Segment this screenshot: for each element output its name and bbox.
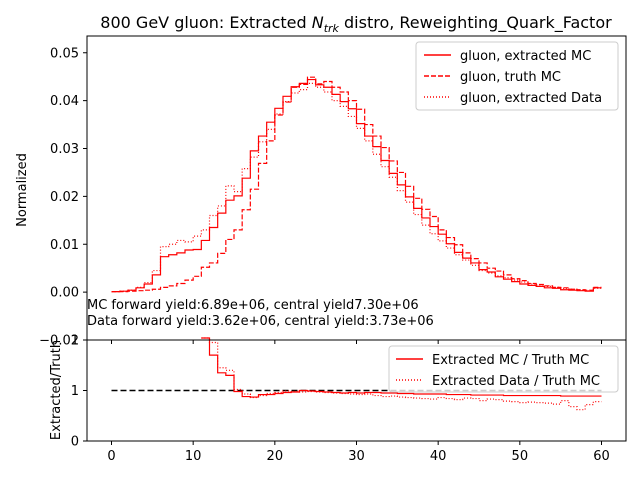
ratio-y-axis-label: Extracted/Truth [49, 340, 64, 440]
ratio-plot-frame [86, 339, 627, 442]
legend-label-ratio-mc: Extracted MC / Truth MC [432, 353, 589, 368]
main-y-tick-label: 0.01 [50, 238, 79, 253]
ratio-y-tick-label: 1 [71, 384, 79, 399]
chart-title: 800 GeV gluon: Extracted Ntrk distro, Re… [100, 13, 612, 35]
ratio-x-tick-label: 20 [267, 449, 284, 464]
legend-label-truth-mc: gluon, truth MC [460, 70, 561, 85]
ratio-x-tick-label: 50 [512, 449, 529, 464]
main-y-tick-label: 0.00 [50, 286, 79, 301]
ratio-x-tick-label: 30 [348, 449, 365, 464]
ratio-x-tick-label: 60 [593, 449, 610, 464]
ratio-x-tick-label: 10 [185, 449, 202, 464]
ratio-legend-box [388, 345, 619, 393]
main-y-ticks: −0.01 0.00 0.01 0.02 0.03 0.04 0.05 [39, 46, 602, 349]
legend-label-ratio-data: Extracted Data / Truth MC [432, 374, 600, 389]
main-series-group [111, 76, 602, 293]
legend-label-extracted-data: gluon, extracted Data [460, 91, 602, 106]
ratio-series-line-1 [201, 337, 602, 411]
series-line-0 [111, 78, 602, 293]
main-y-tick-label: −0.01 [39, 334, 79, 349]
annotation-data-yield: Data forward yield:3.62e+06, central yie… [87, 314, 434, 329]
main-legend-box [415, 41, 619, 111]
ratio-legend: Extracted MC / Truth MC Extracted Data /… [388, 345, 619, 393]
main-y-tick-label: 0.03 [50, 142, 79, 157]
main-legend: gluon, extracted MC gluon, truth MC gluo… [415, 41, 619, 111]
ratio-series-line-0 [201, 337, 602, 398]
main-y-axis-label: Normalized [15, 153, 30, 227]
ratio-y-tick-label: 2 [71, 334, 79, 349]
main-y-tick-label: 0.04 [50, 94, 79, 109]
main-y-tick-label: 0.02 [50, 190, 79, 205]
ratio-y-tick-label: 0 [71, 435, 79, 450]
series-line-2 [111, 82, 602, 293]
annotation-mc-yield: MC forward yield:6.89e+06, central yield… [87, 298, 419, 313]
main-plot-panel: −0.01 0.00 0.01 0.02 0.03 0.04 0.05 Normalized… [15, 35, 627, 349]
ratio-x-tick-label: 40 [430, 449, 447, 464]
ratio-series-group [201, 337, 602, 411]
ratio-x-tick-label: 0 [107, 449, 115, 464]
main-y-tick-label: 0.05 [50, 46, 79, 61]
legend-label-extracted-mc: gluon, extracted MC [460, 49, 591, 64]
series-line-1 [111, 76, 602, 293]
